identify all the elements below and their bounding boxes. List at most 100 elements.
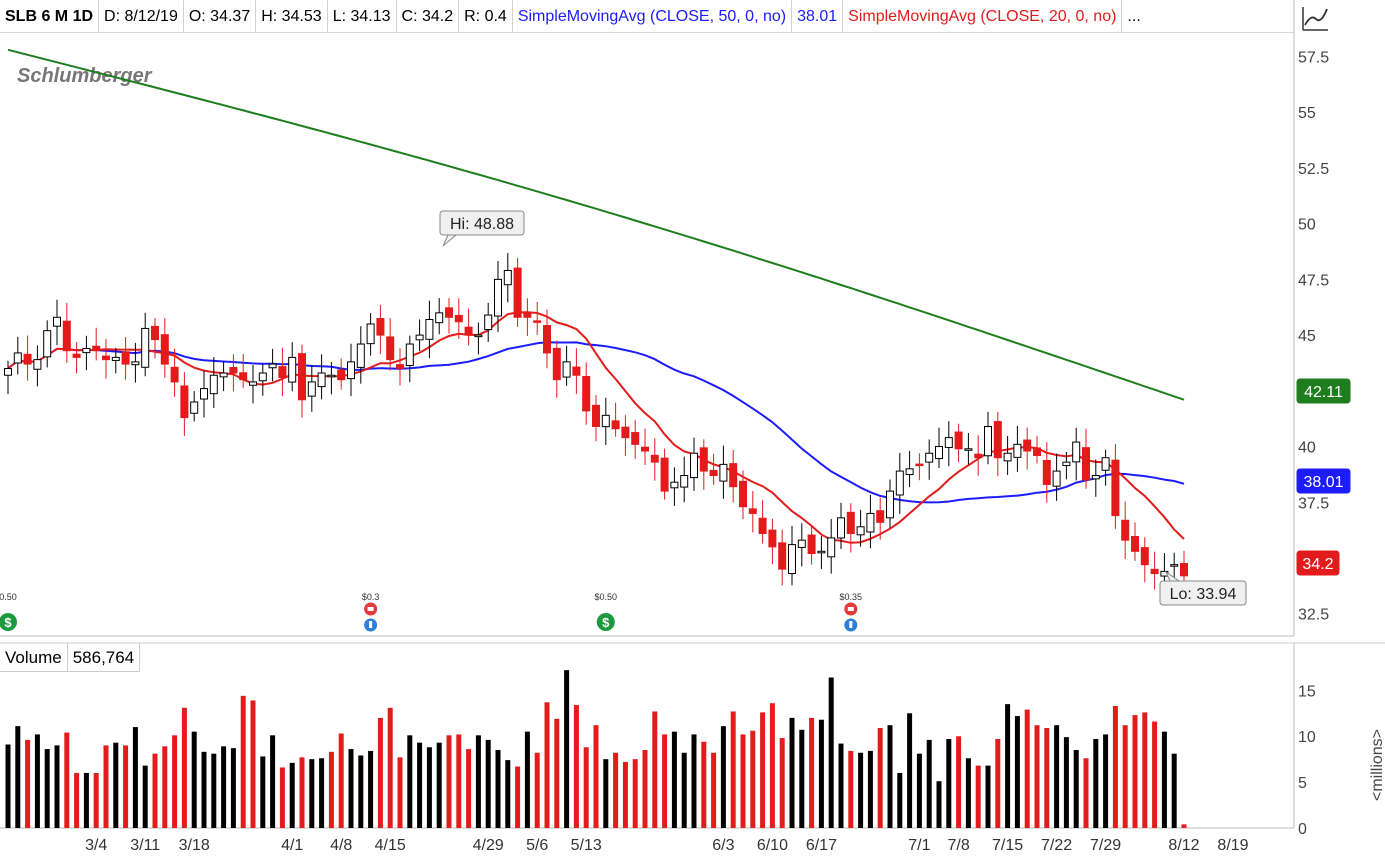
candle[interactable] <box>268 348 277 382</box>
candle[interactable] <box>592 395 600 442</box>
candle[interactable] <box>1121 501 1130 559</box>
candle[interactable] <box>954 423 963 463</box>
candle[interactable] <box>660 448 669 500</box>
candle[interactable] <box>1101 449 1110 486</box>
more-studies-button[interactable]: ... <box>1127 8 1141 25</box>
candle[interactable] <box>111 347 120 374</box>
candle[interactable] <box>513 257 522 327</box>
candle[interactable] <box>13 336 22 375</box>
candle[interactable] <box>1091 459 1100 497</box>
symbol-selector[interactable]: SLB 6 M 1D <box>0 0 100 32</box>
candle[interactable] <box>905 451 914 488</box>
candle[interactable] <box>533 301 542 335</box>
candle[interactable] <box>846 503 855 553</box>
candle[interactable] <box>817 536 826 569</box>
candle[interactable] <box>886 479 894 529</box>
drawing-style-button[interactable] <box>1300 4 1330 32</box>
candle[interactable] <box>1150 551 1159 590</box>
candle[interactable] <box>944 421 953 467</box>
candle[interactable] <box>778 529 787 586</box>
candle[interactable] <box>915 453 924 481</box>
candle[interactable] <box>895 452 904 514</box>
candle[interactable] <box>866 494 875 549</box>
candle[interactable] <box>190 391 199 422</box>
candle[interactable] <box>288 342 297 392</box>
candle[interactable] <box>650 438 659 481</box>
candle[interactable] <box>160 318 169 378</box>
candle[interactable] <box>768 518 777 565</box>
candle[interactable] <box>523 298 532 337</box>
candle[interactable] <box>376 304 385 355</box>
candle[interactable] <box>876 497 885 540</box>
candle[interactable] <box>43 320 52 368</box>
candle[interactable] <box>72 342 81 374</box>
candle[interactable] <box>366 313 375 356</box>
candle[interactable] <box>347 343 355 397</box>
candle[interactable] <box>827 518 836 574</box>
candle[interactable] <box>4 360 12 395</box>
candle[interactable] <box>474 322 483 355</box>
candle[interactable] <box>396 348 404 386</box>
candle[interactable] <box>964 433 973 465</box>
candle[interactable] <box>807 526 816 565</box>
candle[interactable] <box>307 365 316 412</box>
candle[interactable] <box>1052 453 1061 501</box>
candle[interactable] <box>1062 451 1071 480</box>
candle[interactable] <box>611 402 620 437</box>
candle[interactable] <box>1003 435 1012 475</box>
candle[interactable] <box>739 470 747 520</box>
candle[interactable] <box>415 319 424 352</box>
dividend-event-marker[interactable]: 0.50 $ <box>0 592 17 631</box>
candle[interactable] <box>454 298 463 339</box>
candle[interactable] <box>405 335 414 383</box>
candle[interactable] <box>925 439 934 480</box>
candle[interactable] <box>709 453 718 485</box>
candle[interactable] <box>1023 427 1032 470</box>
candle[interactable] <box>1042 442 1051 503</box>
candle[interactable] <box>788 525 796 586</box>
candle[interactable] <box>239 354 248 389</box>
candle[interactable] <box>503 252 512 303</box>
candle[interactable] <box>249 365 257 404</box>
candle[interactable] <box>209 357 218 409</box>
candle[interactable] <box>219 361 228 392</box>
candle[interactable] <box>151 317 159 359</box>
candle[interactable] <box>562 345 571 386</box>
candle[interactable] <box>62 302 71 363</box>
candle[interactable] <box>552 340 561 398</box>
candle[interactable] <box>170 348 179 397</box>
candle[interactable] <box>258 363 267 396</box>
candle[interactable] <box>278 347 287 397</box>
candle[interactable] <box>484 302 493 342</box>
candle[interactable] <box>935 427 943 468</box>
candle[interactable] <box>356 326 365 384</box>
candle[interactable] <box>1111 443 1120 529</box>
candle[interactable] <box>131 342 140 383</box>
candle[interactable] <box>631 419 640 459</box>
candle[interactable] <box>1033 435 1041 464</box>
candle[interactable] <box>1072 427 1081 481</box>
candle[interactable] <box>53 299 61 346</box>
candle[interactable] <box>200 370 208 418</box>
candle[interactable] <box>1140 537 1149 583</box>
candle[interactable] <box>92 327 101 361</box>
candle[interactable] <box>327 362 336 395</box>
earnings-event-marker[interactable]: $0.35 <box>840 592 863 632</box>
candle[interactable] <box>464 308 473 346</box>
candle[interactable] <box>1082 428 1090 489</box>
candle[interactable] <box>699 439 708 490</box>
candle[interactable] <box>641 428 649 466</box>
sma50-study-label[interactable]: SimpleMovingAvg (CLOSE, 50, 0, no) <box>513 0 793 32</box>
earnings-event-marker[interactable]: $0.3 <box>362 592 380 632</box>
candle[interactable] <box>582 362 591 425</box>
candle[interactable] <box>141 312 150 377</box>
candle[interactable] <box>33 345 42 387</box>
candle[interactable] <box>1180 550 1188 587</box>
candle[interactable] <box>993 411 1002 477</box>
candle[interactable] <box>435 298 444 335</box>
candle[interactable] <box>680 456 689 503</box>
candle[interactable] <box>102 338 110 379</box>
candle[interactable] <box>298 344 306 418</box>
candle[interactable] <box>425 300 434 359</box>
